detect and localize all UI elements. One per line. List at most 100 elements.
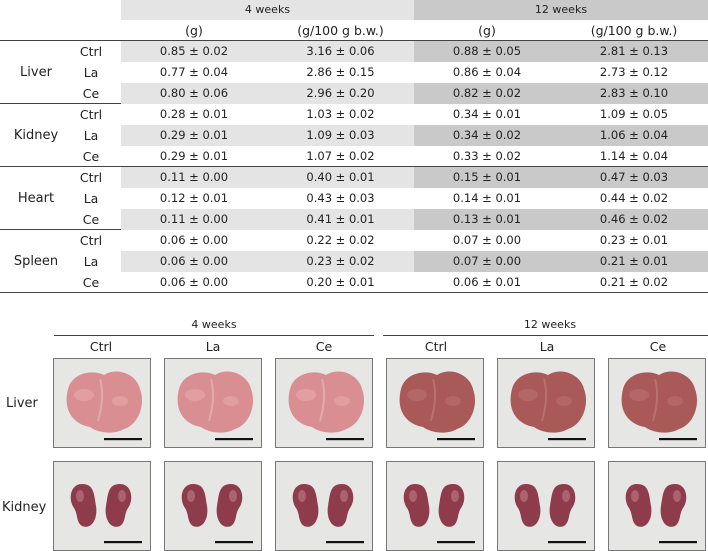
photo-group-label: Ce bbox=[649, 339, 667, 354]
liver-photo bbox=[164, 358, 262, 448]
value-cell: 0.07 ± 0.00 bbox=[452, 233, 522, 247]
photo-group-label: Ctrl bbox=[89, 339, 113, 354]
value-cell: 0.77 ± 0.04 bbox=[159, 65, 229, 79]
value-cell: 2.81 ± 0.13 bbox=[599, 44, 669, 58]
table-row: Ctrl 0.28 ± 0.01 1.03 ± 0.02 0.34 ± 0.01 1.0… bbox=[0, 104, 708, 125]
value-cell: 1.14 ± 0.04 bbox=[599, 149, 669, 163]
organ-weight-table: 4 weeks 12 weeks (g) (g/100 g b.w.) (g) … bbox=[0, 0, 708, 293]
value-cell: 0.34 ± 0.02 bbox=[452, 128, 522, 142]
photo-organ-label-liver: Liver bbox=[6, 396, 38, 411]
period-header-12weeks: 12 weeks bbox=[534, 3, 588, 16]
value-cell: 0.15 ± 0.01 bbox=[452, 170, 522, 184]
table-row: Ce 0.80 ± 0.06 2.96 ± 0.20 0.82 ± 0.02 2.83 … bbox=[0, 83, 708, 104]
value-cell: 0.07 ± 0.00 bbox=[452, 254, 522, 268]
value-cell: 0.43 ± 0.03 bbox=[306, 191, 375, 205]
group-label: Ctrl bbox=[79, 233, 103, 248]
value-cell: 0.06 ± 0.00 bbox=[159, 275, 229, 289]
group-label: Ce bbox=[82, 275, 100, 290]
group-label: La bbox=[83, 65, 99, 80]
photo-period-12weeks: 12 weeks bbox=[523, 318, 577, 331]
value-cell: 0.47 ± 0.03 bbox=[599, 170, 669, 184]
unit-header-4w-g: (g) bbox=[185, 23, 203, 38]
table-rule bbox=[0, 166, 708, 167]
table-rule bbox=[0, 40, 708, 41]
unit-header-4w-rel: (g/100 g b.w.) bbox=[297, 23, 384, 38]
row-shade-4w bbox=[121, 251, 414, 272]
value-cell: 0.88 ± 0.05 bbox=[452, 44, 522, 58]
value-cell: 0.22 ± 0.02 bbox=[306, 233, 375, 247]
kidney-photo bbox=[53, 461, 151, 551]
row-shade-12w bbox=[414, 167, 708, 188]
value-cell: 0.82 ± 0.02 bbox=[452, 86, 522, 100]
value-cell: 0.29 ± 0.01 bbox=[159, 128, 229, 142]
value-cell: 0.20 ± 0.01 bbox=[306, 275, 375, 289]
value-cell: 1.06 ± 0.04 bbox=[599, 128, 669, 142]
photo-group-label: Ctrl bbox=[424, 339, 448, 354]
photo-period-rule-4w bbox=[54, 335, 374, 336]
table-row: Ce 0.29 ± 0.01 1.07 ± 0.02 0.33 ± 0.02 1.14 … bbox=[0, 146, 708, 167]
value-cell: 2.96 ± 0.20 bbox=[306, 86, 375, 100]
row-shade-12w bbox=[414, 209, 708, 230]
photo-group-label: Ce bbox=[315, 339, 333, 354]
value-cell: 1.07 ± 0.02 bbox=[306, 149, 375, 163]
organ-photo-panel: 4 weeks 12 weeks Ctrl La Ce Ctrl La Ce L… bbox=[0, 300, 708, 551]
row-shade-4w bbox=[121, 167, 414, 188]
table-row: Ctrl 0.11 ± 0.00 0.40 ± 0.01 0.15 ± 0.01 0.4… bbox=[0, 167, 708, 188]
value-cell: 0.85 ± 0.02 bbox=[159, 44, 229, 58]
kidney-photo bbox=[386, 461, 484, 551]
header-12weeks-bg bbox=[414, 0, 708, 20]
table-row: La 0.06 ± 0.00 0.23 ± 0.02 0.07 ± 0.00 0.21 … bbox=[0, 251, 708, 272]
value-cell: 3.16 ± 0.06 bbox=[306, 44, 375, 58]
photo-period-4weeks: 4 weeks bbox=[191, 318, 237, 331]
liver-photo bbox=[608, 358, 706, 448]
organ-label: Kidney bbox=[13, 128, 59, 143]
organ-label: Spleen bbox=[13, 254, 59, 269]
value-cell: 1.09 ± 0.03 bbox=[306, 128, 375, 142]
value-cell: 0.11 ± 0.00 bbox=[159, 170, 229, 184]
row-shade-4w bbox=[121, 125, 414, 146]
liver-photo bbox=[386, 358, 484, 448]
value-cell: 0.06 ± 0.01 bbox=[452, 275, 522, 289]
value-cell: 0.11 ± 0.00 bbox=[159, 212, 229, 226]
value-cell: 0.06 ± 0.00 bbox=[159, 254, 229, 268]
liver-photo bbox=[53, 358, 151, 448]
row-shade-12w bbox=[414, 41, 708, 62]
value-cell: 0.21 ± 0.02 bbox=[599, 275, 669, 289]
value-cell: 0.29 ± 0.01 bbox=[159, 149, 229, 163]
group-label: Ce bbox=[82, 149, 100, 164]
table-rule bbox=[0, 292, 708, 293]
table-row: Ctrl 0.06 ± 0.00 0.22 ± 0.02 0.07 ± 0.00 0.2… bbox=[0, 230, 708, 251]
value-cell: 0.86 ± 0.04 bbox=[452, 65, 522, 79]
value-cell: 2.73 ± 0.12 bbox=[599, 65, 669, 79]
group-label: La bbox=[83, 254, 99, 269]
row-shade-12w bbox=[414, 251, 708, 272]
period-header-4weeks: 4 weeks bbox=[244, 3, 291, 16]
table-row: Ce 0.06 ± 0.00 0.20 ± 0.01 0.06 ± 0.01 0.21 … bbox=[0, 272, 708, 293]
value-cell: 0.41 ± 0.01 bbox=[306, 212, 375, 226]
value-cell: 0.46 ± 0.02 bbox=[599, 212, 669, 226]
value-cell: 1.03 ± 0.02 bbox=[306, 107, 375, 121]
value-cell: 0.12 ± 0.01 bbox=[159, 191, 229, 205]
value-cell: 0.44 ± 0.02 bbox=[599, 191, 669, 205]
group-label: Ctrl bbox=[79, 44, 103, 59]
kidney-photo bbox=[164, 461, 262, 551]
value-cell: 0.80 ± 0.06 bbox=[159, 86, 229, 100]
unit-header-12w-g: (g) bbox=[478, 23, 496, 38]
row-shade-4w bbox=[121, 41, 414, 62]
row-shade-12w bbox=[414, 83, 708, 104]
photo-group-label: La bbox=[539, 339, 555, 354]
kidney-photo bbox=[275, 461, 373, 551]
value-cell: 0.06 ± 0.00 bbox=[159, 233, 229, 247]
value-cell: 0.13 ± 0.01 bbox=[452, 212, 522, 226]
liver-photo bbox=[275, 358, 373, 448]
table-row: La 0.29 ± 0.01 1.09 ± 0.03 0.34 ± 0.02 1.06 … bbox=[0, 125, 708, 146]
group-label: La bbox=[83, 128, 99, 143]
organ-label: Heart bbox=[17, 191, 55, 206]
photo-organ-label-kidney: Kidney bbox=[2, 500, 47, 515]
group-label: Ce bbox=[82, 212, 100, 227]
kidney-photo bbox=[608, 461, 706, 551]
group-label: Ce bbox=[82, 86, 100, 101]
value-cell: 0.33 ± 0.02 bbox=[452, 149, 522, 163]
value-cell: 0.21 ± 0.01 bbox=[599, 254, 669, 268]
table-row: La 0.77 ± 0.04 2.86 ± 0.15 0.86 ± 0.04 2.73 … bbox=[0, 62, 708, 83]
